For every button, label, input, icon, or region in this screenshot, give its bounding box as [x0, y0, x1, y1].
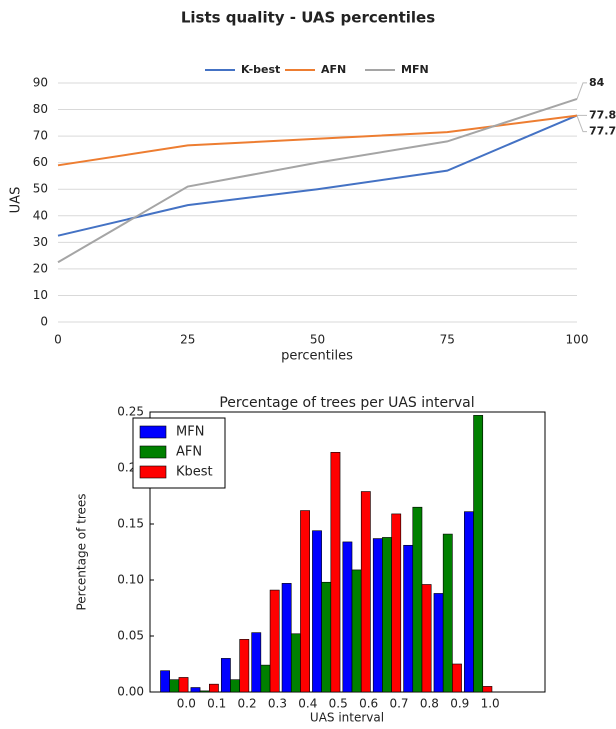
x-tick-label: 0.0 [177, 697, 196, 711]
y-tick-label: 80 [33, 102, 48, 116]
bar [372, 538, 383, 693]
legend-label: Kbest [176, 465, 213, 480]
x-tick-label: 0.3 [268, 697, 287, 711]
bar [199, 690, 210, 693]
x-tick-label: 0.9 [450, 697, 469, 711]
line [57, 97, 578, 264]
x-tick-label: 0.4 [298, 697, 317, 711]
leader-line [576, 115, 587, 133]
bar [433, 593, 444, 693]
y-axis-label: UAS [9, 187, 24, 214]
x-tick-label: 0.7 [389, 697, 408, 711]
bar [382, 537, 392, 693]
bar [190, 687, 201, 693]
x-tick-label: 50 [310, 333, 325, 347]
bar [412, 506, 423, 693]
y-tick-label: 0.05 [117, 629, 144, 643]
legend-swatch [139, 425, 167, 439]
bar [321, 581, 332, 693]
x-tick-label: 1.0 [481, 697, 500, 711]
leader-line [576, 82, 587, 100]
x-tick-label: 75 [440, 333, 455, 347]
bar [160, 670, 171, 693]
bar [473, 415, 484, 693]
y-tick-label: 0.25 [117, 405, 144, 419]
bar [290, 633, 301, 693]
legend-label: AFN [321, 63, 346, 76]
x-tick-label: 0.5 [329, 697, 348, 711]
bar [239, 639, 250, 693]
chart-title: Lists quality - UAS percentiles [181, 9, 435, 27]
bar [391, 513, 402, 693]
legend-label: K-best [241, 63, 280, 76]
bar [230, 679, 240, 693]
y-tick-label: 10 [33, 288, 48, 302]
bar [251, 632, 262, 693]
bar [220, 658, 231, 693]
chart-title: Percentage of trees per UAS interval [219, 395, 474, 411]
data-label: 84 [589, 76, 605, 89]
bar [208, 683, 219, 693]
legend-label: MFN [401, 63, 429, 76]
legend-label: MFN [176, 425, 204, 440]
x-tick-label: 0.1 [207, 697, 226, 711]
data-label: 77.7 [589, 125, 616, 138]
bar [260, 664, 271, 693]
bar [452, 663, 462, 693]
y-tick-label: 70 [33, 129, 48, 143]
x-tick-label: 25 [180, 333, 195, 347]
bar [269, 589, 280, 693]
x-axis-label: UAS interval [310, 711, 384, 725]
bar [351, 569, 362, 693]
bar [403, 544, 414, 693]
bar [281, 583, 292, 693]
bar [482, 686, 493, 693]
bar [342, 541, 353, 693]
legend-label: AFN [176, 445, 202, 460]
bar [442, 533, 453, 693]
bar [464, 511, 474, 693]
line [57, 114, 578, 237]
data-label: 77.8 [589, 108, 616, 121]
line [57, 114, 578, 167]
x-tick-label: 100 [566, 333, 589, 347]
bar [178, 677, 189, 693]
y-tick-label: 20 [33, 261, 48, 275]
bar [300, 510, 310, 693]
y-tick-label: 30 [33, 235, 48, 249]
x-tick-label: 0.2 [238, 697, 257, 711]
legend-swatch [139, 445, 167, 459]
x-axis-label: percentiles [281, 349, 353, 364]
y-tick-label: 0.15 [117, 517, 144, 531]
x-tick-label: 0.8 [420, 697, 439, 711]
x-tick-label: 0.6 [359, 697, 378, 711]
bar [330, 452, 341, 693]
x-tick-label: 0 [54, 333, 62, 347]
bar [360, 491, 371, 693]
y-tick-label: 60 [33, 155, 48, 169]
bar [312, 530, 322, 693]
bar [421, 584, 432, 693]
y-tick-label: 0.10 [117, 573, 144, 587]
y-tick-label: 40 [33, 208, 48, 222]
y-tick-label: 0.00 [117, 685, 144, 699]
y-axis-label: Percentage of trees [75, 493, 89, 610]
y-tick-label: 50 [33, 182, 48, 196]
bar [169, 679, 180, 693]
y-tick-label: 90 [33, 76, 48, 90]
legend-swatch [139, 465, 167, 479]
y-tick-label: 0 [40, 315, 48, 329]
